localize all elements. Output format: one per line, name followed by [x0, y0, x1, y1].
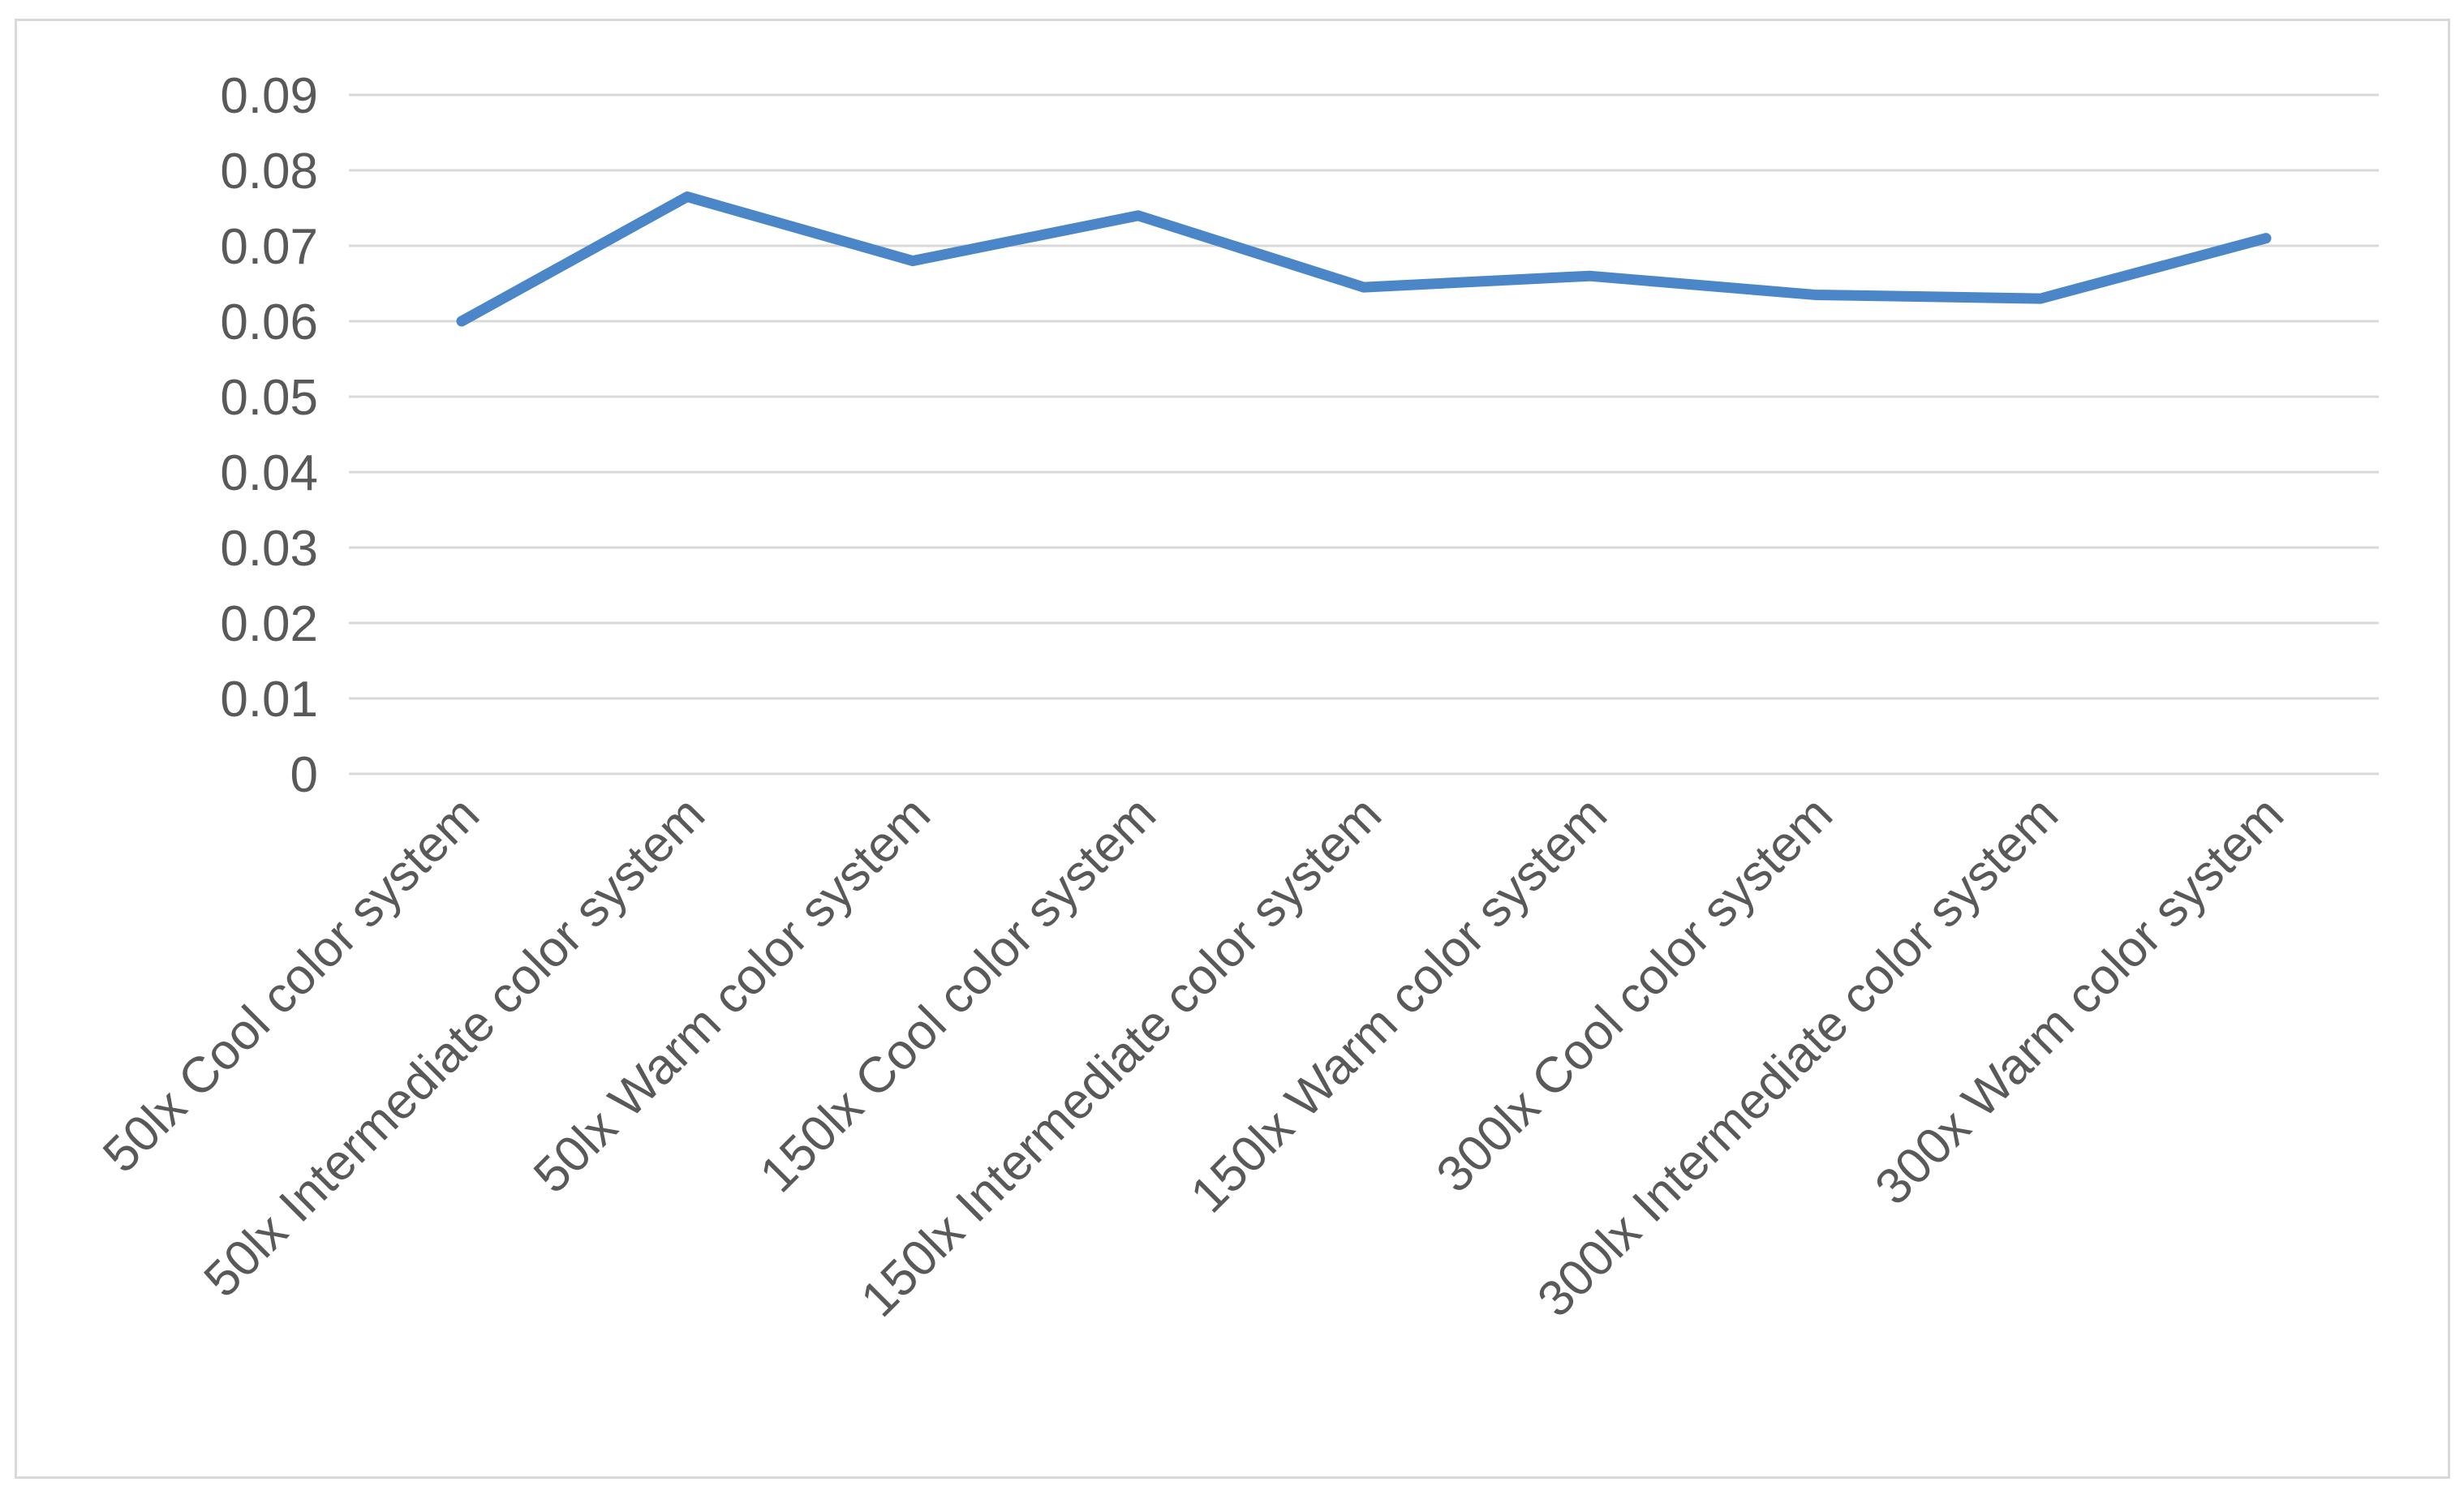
y-tick-label: 0: [290, 747, 318, 803]
x-category-label: 150lx Warm color system: [1180, 786, 1618, 1223]
y-tick-label: 0.03: [220, 521, 318, 577]
data-line-series: [456, 191, 2272, 327]
y-tick-label: 0.06: [220, 294, 318, 350]
x-category-label: 50lx Warm color system: [523, 786, 941, 1204]
x-category-label: 150lx Cool color system: [750, 786, 1167, 1203]
y-tick-label: 0.08: [220, 144, 318, 200]
y-tick-label: 0.01: [220, 672, 318, 728]
y-tick-label: 0.02: [220, 596, 318, 652]
y-tick-label: 0.04: [220, 445, 318, 501]
chart-frame: [15, 19, 2450, 1479]
x-category-label: 50lx Intermediate color system: [194, 786, 716, 1308]
y-tick-label: 0.05: [220, 370, 318, 426]
y-tick-label: 0.07: [220, 219, 318, 275]
x-category-label: 300lx Cool color system: [1426, 786, 1843, 1203]
y-tick-label: 0.09: [220, 68, 318, 124]
x-category-label: 300x Warm color system: [1864, 786, 2294, 1216]
x-category-label: 50lx Cool color system: [92, 786, 490, 1184]
